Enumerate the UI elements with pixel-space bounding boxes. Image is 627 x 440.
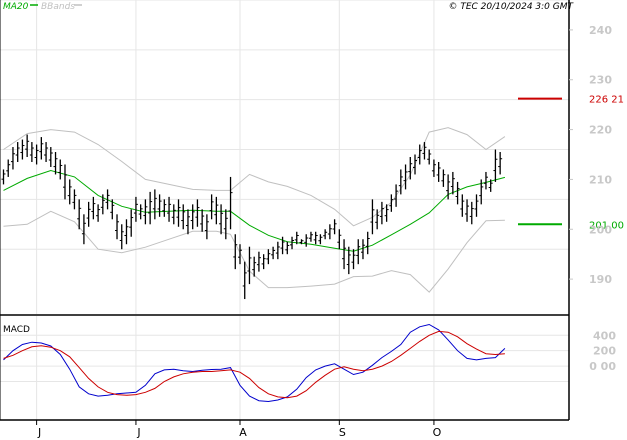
macd-title: MACD (3, 325, 30, 335)
macd-y-tick-label: 400 (593, 329, 616, 342)
price-y-tick-label: 200 (589, 223, 612, 236)
x-tick-label: A (239, 426, 247, 439)
price-y-tick-label: 240 (589, 24, 612, 37)
macd-panel: 0 00 200 400 (0, 316, 616, 420)
resistance-level-label: 226 21 (589, 95, 624, 106)
x-tick-label: J (37, 426, 41, 439)
ma20-line (3, 169, 506, 252)
price-y-tick-label: 220 (589, 124, 612, 137)
macd-grid (0, 316, 569, 420)
price-bars (1, 134, 503, 300)
support-level-label: 201 00 (589, 220, 624, 231)
macd-y-tick-label: 200 (593, 345, 616, 358)
macd-axis-labels: 0 00 200 400 (589, 329, 616, 373)
legend-bbands-label: BBands (41, 2, 75, 12)
price-levels: 226 21 201 00 (518, 95, 624, 231)
price-y-tick-label: 210 (589, 173, 612, 186)
price-panel: 226 21 201 00 190 200 210 220 230 240 (0, 0, 624, 314)
macd-series-signal (3, 330, 505, 399)
macd-series-macd (3, 323, 506, 403)
chart-frame (0, 0, 573, 421)
bband-upper-line (3, 127, 506, 227)
bollinger-bands (3, 127, 506, 293)
price-y-tick-label: 190 (589, 273, 612, 286)
legend-ma-label: MA20 (3, 2, 29, 12)
x-tick-label: O (433, 426, 442, 439)
moving-average (3, 169, 506, 252)
price-grid (0, 0, 569, 314)
macd-lines (3, 323, 506, 403)
x-tick-label: J (136, 426, 140, 439)
copyright-text: © TEC 20/10/2024 3:0 GMT (448, 2, 574, 12)
bband-lower-line (3, 210, 505, 293)
price-y-tick-label: 230 (589, 74, 612, 87)
price-axis-labels: 190 200 210 220 230 240 (589, 24, 612, 286)
x-tick-label: S (339, 426, 346, 439)
macd-y-tick-label: 0 00 (589, 360, 616, 373)
